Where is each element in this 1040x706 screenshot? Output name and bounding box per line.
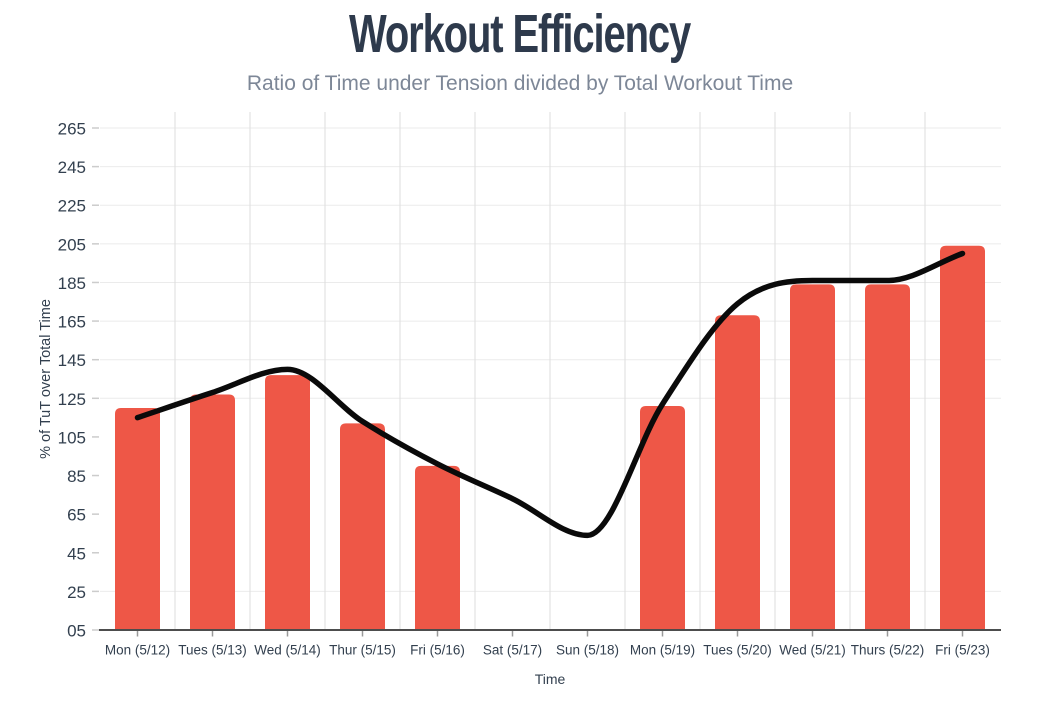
y-tick-label: 185 [58, 274, 86, 293]
y-tick-label: 05 [67, 622, 86, 641]
y-tick-label: 205 [58, 235, 86, 254]
y-tick-label: 85 [67, 467, 86, 486]
x-axis-title: Time [534, 671, 566, 687]
bar [790, 284, 835, 630]
y-tick-label: 105 [58, 428, 86, 447]
x-tick-label: Thurs (5/22) [851, 643, 925, 658]
y-tick-label: 25 [67, 583, 86, 602]
x-tick-label: Tues (5/20) [703, 643, 772, 658]
y-tick-label: 45 [67, 544, 86, 563]
bar [715, 315, 760, 630]
x-tick-label: Mon (5/12) [105, 643, 170, 658]
x-tick-label: Wed (5/21) [779, 643, 846, 658]
bar [265, 375, 310, 630]
x-tick-label: Fri (5/16) [410, 643, 465, 658]
x-tick-label: Sat (5/17) [483, 643, 542, 658]
x-tick-label: Thur (5/15) [329, 643, 396, 658]
y-tick-label: 265 [58, 120, 86, 139]
x-tick-label: Mon (5/19) [630, 643, 695, 658]
bar [115, 407, 160, 630]
bar [865, 284, 910, 630]
chart-subtitle: Ratio of Time under Tension divided by T… [246, 72, 794, 95]
bar [415, 465, 460, 630]
x-tick-label: Fri (5/23) [935, 643, 990, 658]
x-tick-label: Tues (5/13) [178, 643, 247, 658]
chart-title: Workout Efficiency [0, 4, 1040, 64]
bar [340, 423, 385, 630]
bar [640, 406, 685, 630]
y-tick-label: 165 [58, 313, 86, 332]
x-tick-label: Wed (5/14) [254, 643, 321, 658]
y-tick-label: 145 [58, 351, 86, 370]
trend-line [134, 250, 966, 539]
bar [190, 394, 235, 630]
y-tick-label: 245 [58, 158, 86, 177]
chart-title-text: Workout Efficiency [349, 4, 691, 64]
y-tick-label: 65 [67, 506, 86, 525]
y-tick-label: 125 [58, 390, 86, 409]
bar [940, 245, 985, 630]
x-tick-label: Sun (5/18) [556, 643, 619, 658]
y-tick-label: 225 [58, 197, 86, 216]
